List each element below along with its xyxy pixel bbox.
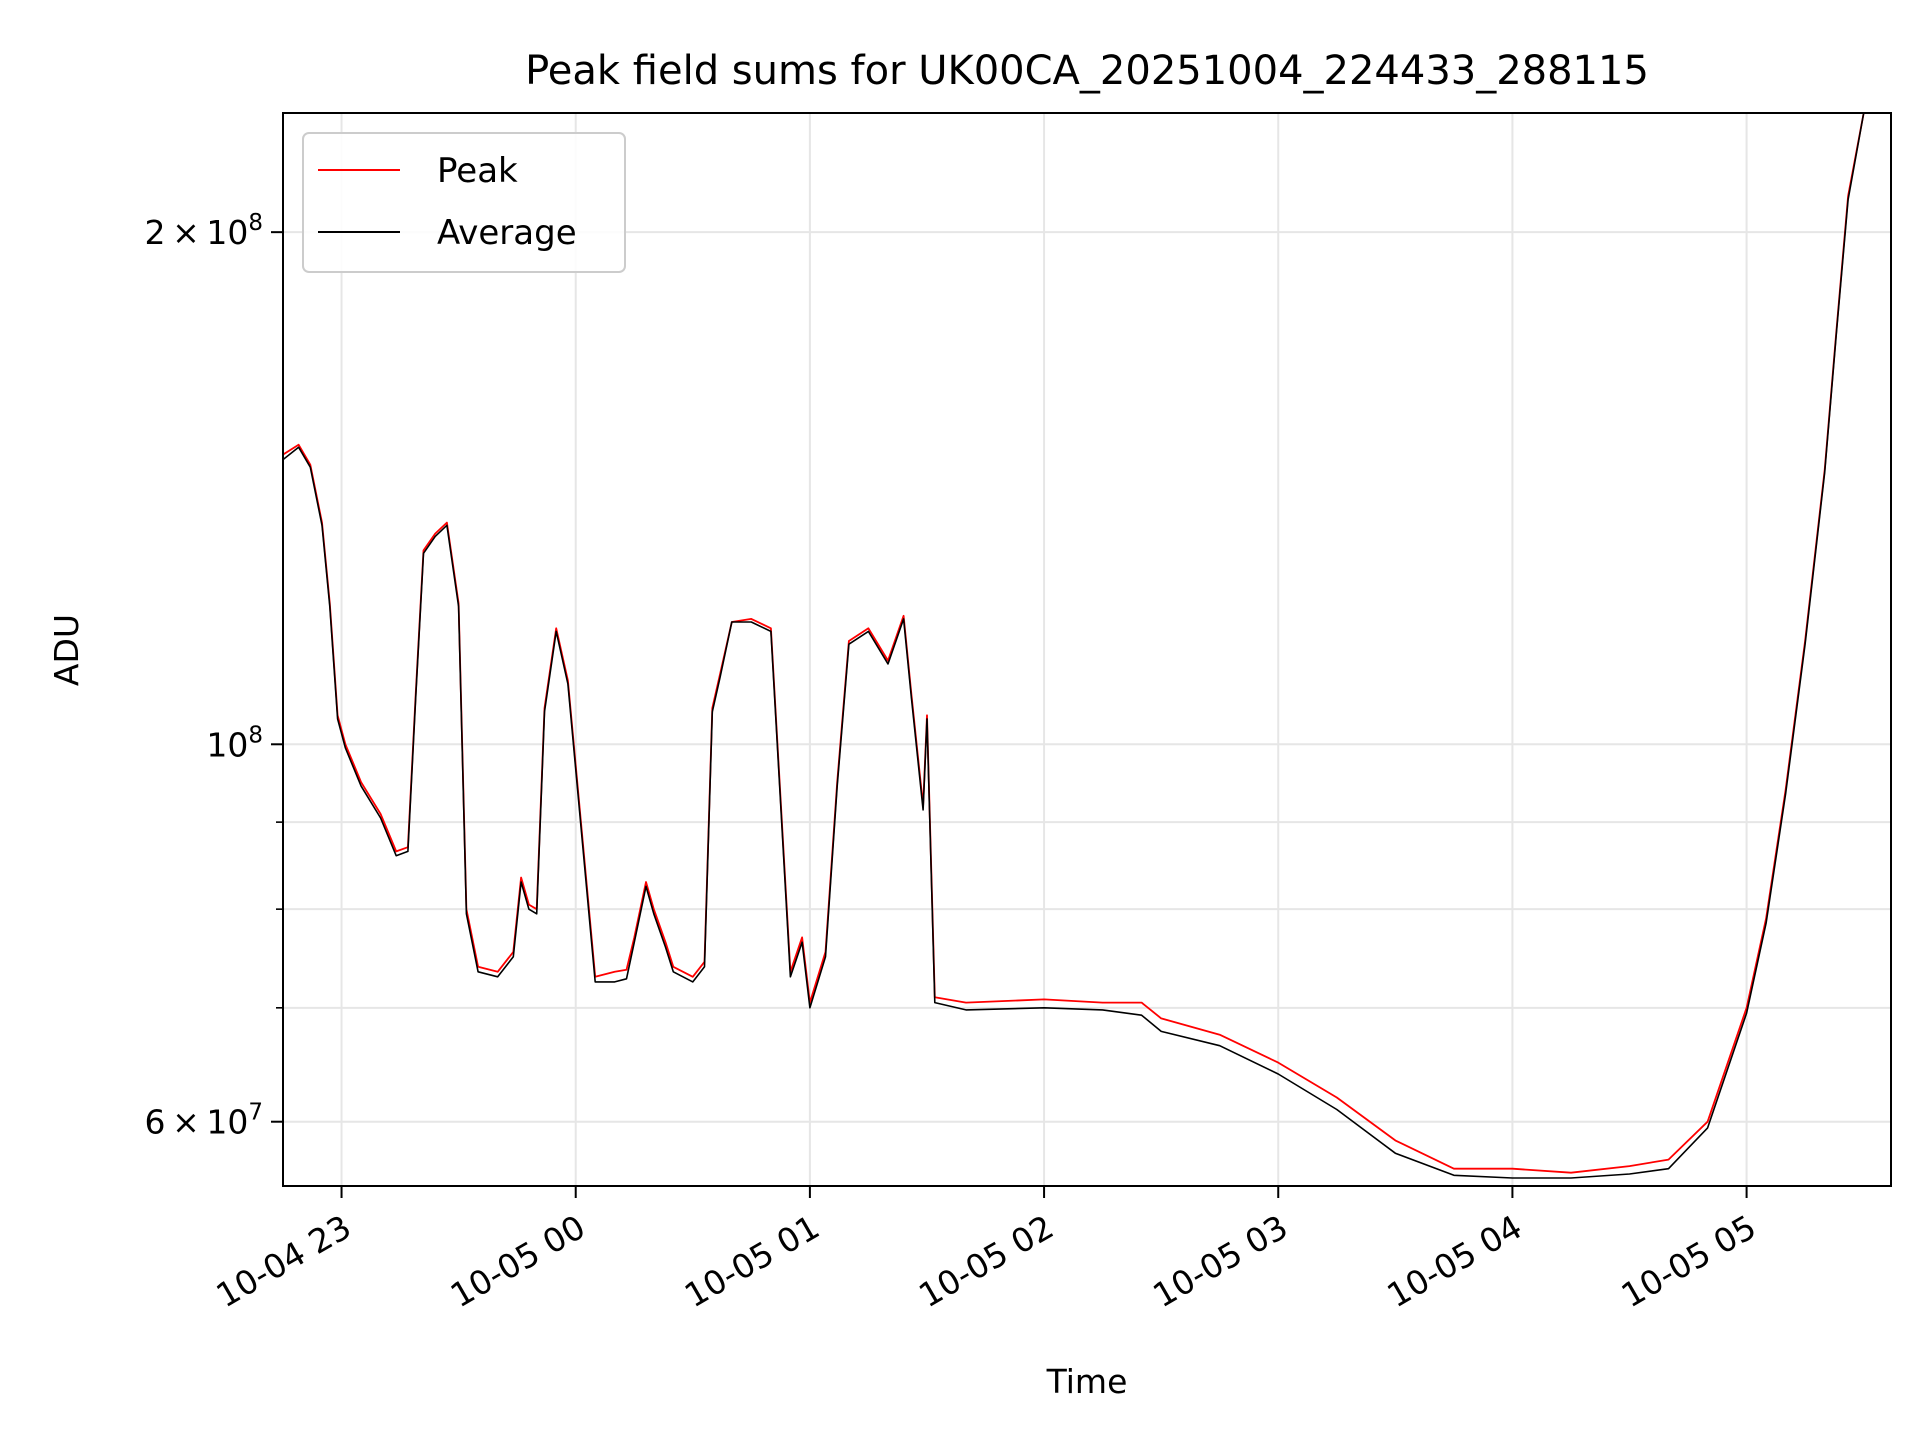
- legend-label-peak: Peak: [437, 151, 518, 191]
- grid: [283, 113, 1891, 1186]
- series-line-average: [283, 113, 1891, 1179]
- x-axis-label: Time: [1046, 1362, 1128, 1401]
- y-tick-label: 6 × 107: [145, 1100, 263, 1142]
- series-layer: [283, 113, 1891, 1179]
- legend-box: [302, 132, 626, 273]
- chart-title: Peak field sums for UK00CA_20251004_2244…: [525, 48, 1649, 94]
- y-tick-label: 108: [206, 722, 263, 764]
- y-axis-label: ADU: [47, 614, 86, 686]
- legend-label-average: Average: [437, 213, 577, 253]
- legend: Peak Average: [302, 132, 626, 273]
- y-tick-label: 2 × 108: [145, 210, 263, 252]
- series-line-peak: [283, 113, 1891, 1174]
- plot-frame: [282, 112, 1892, 1187]
